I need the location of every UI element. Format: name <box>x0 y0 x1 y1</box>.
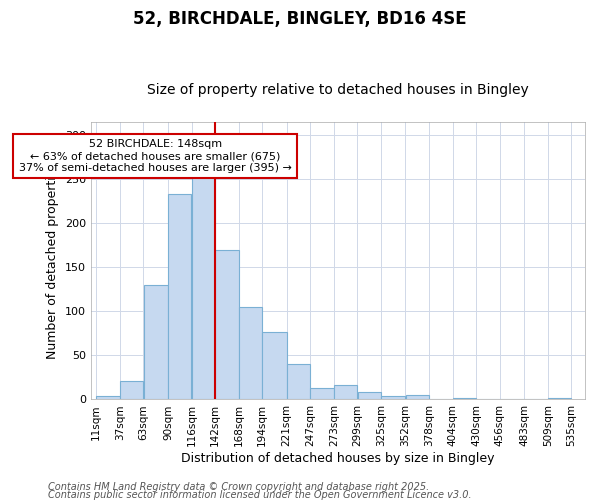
Bar <box>168 194 191 400</box>
Bar <box>548 398 571 400</box>
Bar <box>358 392 381 400</box>
Bar <box>143 285 168 400</box>
Bar <box>97 396 120 400</box>
Title: Size of property relative to detached houses in Bingley: Size of property relative to detached ho… <box>147 83 529 97</box>
Bar <box>239 307 262 400</box>
Bar <box>262 332 287 400</box>
Text: 52 BIRCHDALE: 148sqm
← 63% of detached houses are smaller (675)
37% of semi-deta: 52 BIRCHDALE: 148sqm ← 63% of detached h… <box>19 140 292 172</box>
Bar <box>476 398 500 400</box>
Text: 52, BIRCHDALE, BINGLEY, BD16 4SE: 52, BIRCHDALE, BINGLEY, BD16 4SE <box>133 10 467 28</box>
Bar <box>310 388 334 400</box>
Bar <box>287 364 310 400</box>
Text: Contains public sector information licensed under the Open Government Licence v3: Contains public sector information licen… <box>48 490 472 500</box>
Bar <box>191 178 215 400</box>
Bar <box>453 398 476 400</box>
Bar <box>215 250 239 400</box>
Bar <box>334 386 357 400</box>
Text: Contains HM Land Registry data © Crown copyright and database right 2025.: Contains HM Land Registry data © Crown c… <box>48 482 429 492</box>
Y-axis label: Number of detached properties: Number of detached properties <box>46 162 59 359</box>
Bar <box>429 398 452 400</box>
Bar <box>406 395 429 400</box>
Bar <box>120 381 143 400</box>
Bar <box>524 398 548 400</box>
X-axis label: Distribution of detached houses by size in Bingley: Distribution of detached houses by size … <box>181 452 494 465</box>
Bar <box>381 396 406 400</box>
